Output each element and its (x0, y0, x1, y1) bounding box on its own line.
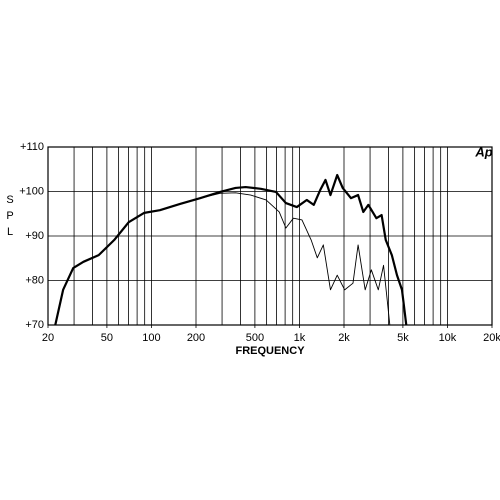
x-axis-label: FREQUENCY (235, 345, 305, 357)
plot-area (54, 173, 408, 325)
x-tick-label: 1k (294, 332, 306, 344)
x-tick-label: 20k (483, 332, 500, 344)
response-line (54, 192, 391, 325)
x-tick-label: 10k (439, 332, 457, 344)
x-tick-label: 500 (246, 332, 264, 344)
y-tick-label: +110 (20, 141, 44, 153)
y-tick-label: +70 (25, 319, 44, 331)
y-axis-label: SPL (4, 194, 16, 242)
y-tick-label: +90 (25, 230, 44, 242)
x-tick-label: 5k (397, 332, 409, 344)
plot-frame (47, 146, 493, 326)
x-tick-label: 2k (338, 332, 350, 344)
x-tick-label: 20 (42, 332, 54, 344)
brand-logo: Ap (474, 144, 492, 159)
y-tick-label: +100 (19, 185, 44, 197)
x-tick-label: 200 (187, 332, 205, 344)
x-tick-label: 100 (142, 332, 160, 344)
y-tick-label: +80 (25, 274, 44, 286)
x-tick-label: 50 (101, 332, 113, 344)
